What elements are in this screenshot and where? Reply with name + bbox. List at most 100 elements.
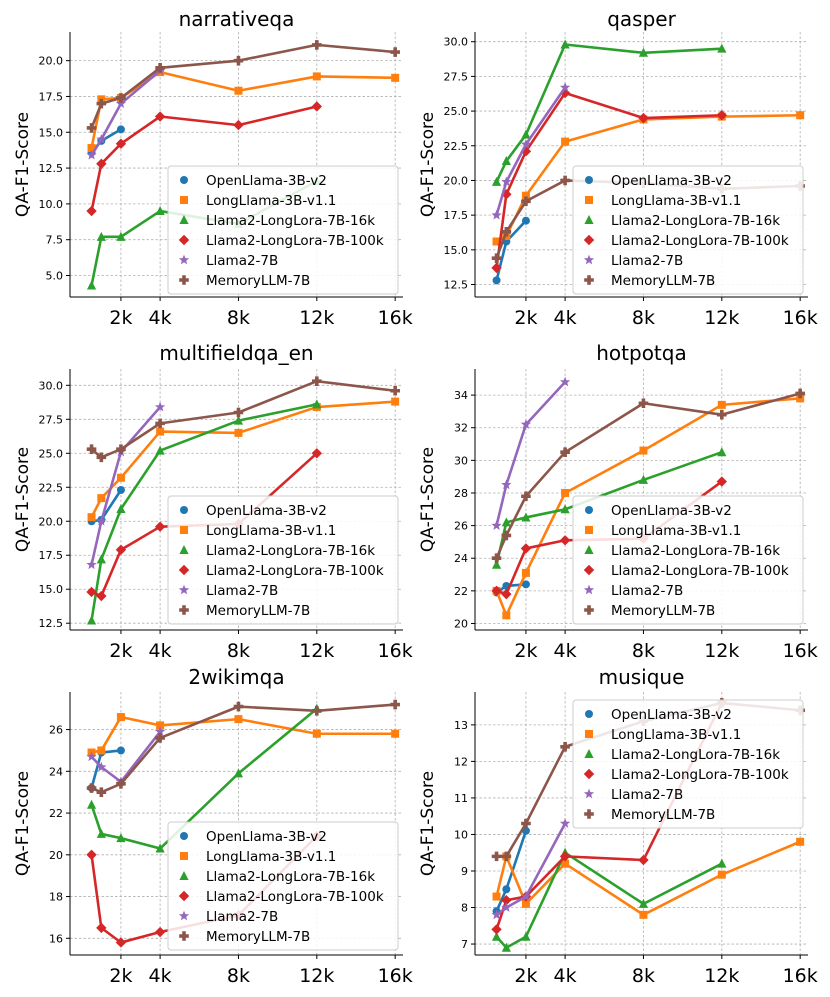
legend-marker xyxy=(178,234,190,246)
legend-label: Llama2-7B xyxy=(206,583,278,599)
series-line xyxy=(495,43,722,183)
data-point xyxy=(312,40,322,50)
data-point xyxy=(638,898,649,908)
legend-frame xyxy=(167,165,399,295)
series-LongLlama-3B-v1.1 xyxy=(87,68,400,153)
data-point xyxy=(96,158,107,169)
x-tick-label: 2k xyxy=(109,307,132,329)
series-line xyxy=(90,406,162,566)
chart-title: narrativeqa xyxy=(179,7,295,31)
data-point xyxy=(521,196,531,207)
y-axis-label: QA-F1-Score xyxy=(418,112,438,217)
legend-frame xyxy=(572,495,804,625)
series-Llama2-7B xyxy=(491,82,571,220)
data-point xyxy=(521,931,531,941)
legend-label: OpenLlama-3B-v2 xyxy=(611,173,732,189)
series-MemoryLLM-7B xyxy=(86,376,400,463)
legend-label: LongLlama-3B-v1.1 xyxy=(206,523,336,539)
legend-label: Llama2-LongLora-7B-100k xyxy=(611,233,789,249)
y-tick-label: 20.0 xyxy=(39,515,64,528)
legend-marker xyxy=(179,871,189,880)
data-point xyxy=(501,851,512,862)
series-line xyxy=(495,381,567,526)
legend-label: MemoryLLM-7B xyxy=(206,273,310,289)
data-point xyxy=(96,828,106,838)
data-point xyxy=(638,474,649,484)
data-point xyxy=(97,494,106,503)
legend-marker xyxy=(584,809,594,819)
x-tick-label: 4k xyxy=(554,640,577,662)
data-point xyxy=(491,176,502,186)
data-point xyxy=(521,580,530,589)
legend-frame xyxy=(167,495,399,625)
x-tick-label: 4k xyxy=(554,965,577,987)
x-tick-label: 2k xyxy=(514,640,537,662)
legend-marker xyxy=(180,852,188,860)
series-line xyxy=(90,105,318,212)
y-tick-label: 25.0 xyxy=(444,105,469,118)
legend-label: Llama2-LongLora-7B-100k xyxy=(206,563,384,579)
y-tick-label: 22 xyxy=(49,807,63,820)
data-point xyxy=(520,543,532,554)
legend-marker xyxy=(180,526,188,534)
data-point xyxy=(86,149,97,160)
data-point xyxy=(491,559,502,569)
data-point xyxy=(86,751,97,762)
legend-marker xyxy=(178,254,190,265)
data-point xyxy=(717,870,726,879)
data-point xyxy=(155,63,165,73)
data-point xyxy=(491,553,502,564)
data-point xyxy=(491,851,502,862)
legend-marker xyxy=(180,196,188,204)
data-point xyxy=(86,799,97,809)
data-point xyxy=(521,191,530,200)
legend-label: OpenLlama-3B-v2 xyxy=(611,503,732,519)
y-tick-label: 16 xyxy=(49,932,63,945)
legend-marker xyxy=(179,931,189,941)
legend-label: Llama2-7B xyxy=(206,253,278,269)
x-tick-label: 8k xyxy=(632,307,655,329)
legend: OpenLlama-3B-v2 LongLlama-3B-v1.1 Llama2-L… xyxy=(167,165,399,295)
legend-label: OpenLlama-3B-v2 xyxy=(206,829,327,845)
legend-marker xyxy=(585,730,593,738)
chart-title: musique xyxy=(599,665,685,689)
data-point xyxy=(86,849,97,861)
x-tick-label: 12k xyxy=(299,640,334,662)
legend-marker xyxy=(585,176,593,184)
data-point xyxy=(521,129,531,139)
legend-marker xyxy=(178,584,190,595)
legend-label: MemoryLLM-7B xyxy=(206,929,310,945)
y-tick-label: 32 xyxy=(454,422,468,435)
data-point xyxy=(716,476,728,487)
data-point xyxy=(96,922,107,934)
data-point xyxy=(501,176,512,187)
series-LongLlama-3B-v1.1 xyxy=(87,713,400,757)
data-point xyxy=(559,818,571,828)
data-point xyxy=(638,854,649,866)
data-point xyxy=(116,125,125,134)
y-axis-label: QA-F1-Score xyxy=(13,771,33,876)
data-point xyxy=(559,851,571,862)
y-tick-label: 20.0 xyxy=(444,174,469,187)
chart-title: multifieldqa_en xyxy=(159,341,313,365)
legend: OpenLlama-3B-v2 LongLlama-3B-v1.1 Llama2-L… xyxy=(572,495,804,625)
data-point xyxy=(717,400,726,409)
y-tick-label: 34 xyxy=(454,389,468,402)
data-point xyxy=(638,112,649,124)
data-point xyxy=(87,144,96,153)
x-tick-label: 12k xyxy=(299,965,334,987)
series-line xyxy=(91,703,396,794)
legend-label: OpenLlama-3B-v2 xyxy=(611,707,732,723)
legend-marker xyxy=(180,176,188,184)
data-point xyxy=(520,138,532,149)
data-point xyxy=(96,515,107,526)
data-point xyxy=(86,615,97,625)
data-point xyxy=(233,119,244,131)
data-point xyxy=(312,376,322,387)
x-tick-label: 16k xyxy=(378,307,413,329)
data-point xyxy=(491,585,502,597)
data-point xyxy=(116,779,126,789)
x-tick-label: 8k xyxy=(227,965,250,987)
data-point xyxy=(234,86,243,95)
legend-label: OpenLlama-3B-v2 xyxy=(206,173,327,189)
